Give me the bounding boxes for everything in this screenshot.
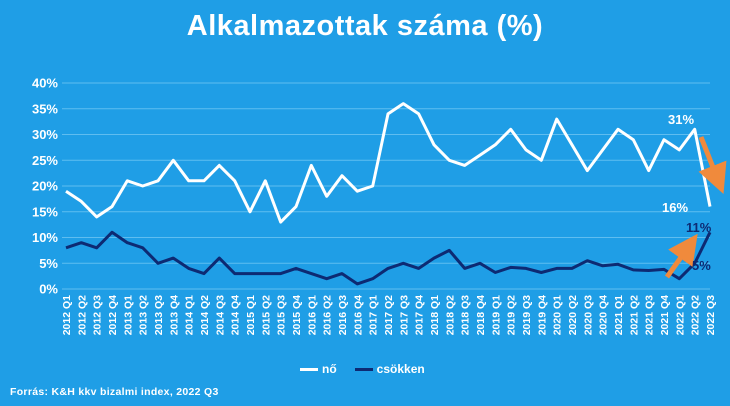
x-tick-label: 2019 Q3 [521, 295, 533, 335]
x-tick-label: 2016 Q4 [352, 295, 364, 335]
annotation-11: 11% [686, 220, 712, 235]
legend-item-csokken: csökken [354, 362, 425, 376]
x-tick-label: 2015 Q2 [260, 295, 272, 335]
series-line-0 [65, 102, 712, 224]
annotation-31: 31% [668, 112, 694, 127]
x-tick-label: 2017 Q4 [414, 295, 426, 335]
x-tick-label: 2017 Q3 [398, 295, 410, 335]
x-tick-label: 2022 Q3 [705, 295, 717, 335]
x-tick-label: 2018 Q2 [444, 295, 456, 335]
legend-swatch-no [300, 367, 318, 371]
x-tick-label: 2014 Q3 [214, 295, 226, 335]
legend-item-no: nő [300, 362, 337, 376]
x-tick-label: 2021 Q4 [659, 295, 671, 335]
legend-label-csokken: csökken [376, 362, 425, 376]
x-tick-label: 2013 Q1 [122, 295, 134, 335]
chart-title: Alkalmazottak száma (%) [186, 10, 544, 42]
x-tick-label: 2019 Q1 [490, 295, 502, 335]
y-tick-labels: 0% 5% 10% 15% 20% 25% 30% 35% 40% [32, 76, 58, 297]
source-note: Forrás: K&H kkv bizalmi index, 2022 Q3 [10, 386, 219, 398]
y-tick-label: 25% [32, 153, 58, 168]
x-tick-label: 2015 Q3 [276, 295, 288, 335]
series-line-1 [65, 230, 712, 286]
x-tick-label: 2012 Q4 [107, 295, 119, 335]
x-tick-label: 2020 Q1 [552, 295, 564, 335]
x-tick-label: 2012 Q1 [61, 295, 73, 335]
x-tick-label: 2016 Q3 [337, 295, 349, 335]
grid-lines [62, 82, 710, 290]
y-tick-label: 5% [39, 256, 58, 271]
x-tick-label: 2014 Q1 [184, 295, 196, 335]
x-tick-label: 2015 Q4 [291, 295, 303, 335]
x-tick-label: 2022 Q2 [690, 295, 702, 335]
y-tick-label: 35% [32, 101, 58, 116]
x-tick-label: 2013 Q3 [153, 295, 165, 335]
x-tick-label: 2012 Q3 [92, 295, 104, 335]
x-tick-label: 2014 Q2 [199, 295, 211, 335]
series-lines [65, 102, 712, 286]
x-tick-label: 2021 Q2 [628, 295, 640, 335]
annotation-16: 16% [662, 200, 688, 215]
x-tick-label: 2020 Q3 [582, 295, 594, 335]
x-tick-label: 2019 Q2 [506, 295, 518, 335]
x-tick-label: 2017 Q2 [383, 295, 395, 335]
y-tick-label: 30% [32, 127, 58, 142]
annotations: 31% 16% 11% 5% [662, 112, 727, 279]
x-tick-label: 2017 Q1 [368, 295, 380, 335]
x-tick-label: 2013 Q4 [168, 295, 180, 335]
x-tick-label: 2014 Q4 [230, 295, 242, 335]
x-tick-label: 2020 Q4 [598, 295, 610, 335]
x-tick-label: 2021 Q3 [644, 295, 656, 335]
legend: nő csökken [300, 362, 425, 376]
legend-swatch-csokken [354, 367, 373, 371]
x-tick-label: 2012 Q2 [76, 295, 88, 335]
arrow-down [698, 136, 727, 194]
x-tick-label: 2018 Q4 [475, 295, 487, 335]
x-tick-label: 2013 Q2 [138, 295, 150, 335]
x-tick-label: 2021 Q1 [613, 295, 625, 335]
y-tick-label: 10% [32, 230, 58, 245]
annotation-5: 5% [692, 258, 711, 273]
x-tick-label: 2019 Q4 [536, 295, 548, 335]
x-tick-label: 2022 Q1 [674, 295, 686, 335]
x-tick-label: 2018 Q1 [429, 295, 441, 335]
y-tick-label: 40% [32, 76, 58, 91]
y-tick-label: 15% [32, 204, 58, 219]
x-tick-label: 2020 Q2 [567, 295, 579, 335]
x-tick-label: 2016 Q2 [322, 295, 334, 335]
x-tick-label: 2018 Q3 [460, 295, 472, 335]
x-tick-labels: 2012 Q1 2012 Q2 2012 Q3 2012 Q4 2013 Q1 2013 … [61, 295, 717, 335]
x-tick-label: 2016 Q1 [306, 295, 318, 335]
legend-label-no: nő [322, 362, 337, 376]
x-tick-label: 2015 Q1 [245, 295, 257, 335]
y-tick-label: 0% [39, 282, 58, 297]
y-tick-label: 20% [32, 179, 58, 194]
arrow-up [664, 233, 698, 279]
